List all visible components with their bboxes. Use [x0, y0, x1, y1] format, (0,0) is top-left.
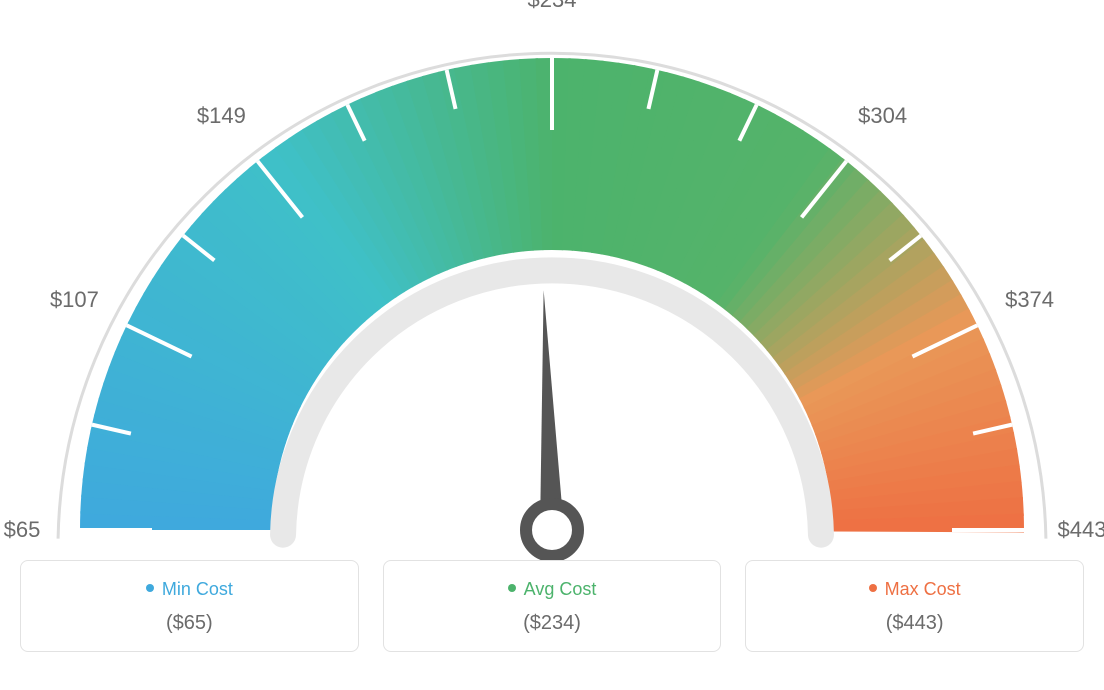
legend-card-avg: Avg Cost ($234) [383, 560, 722, 652]
legend-row: Min Cost ($65) Avg Cost ($234) Max Cost … [20, 560, 1084, 652]
legend-max-value: ($443) [746, 612, 1083, 635]
gauge-tick-label: $234 [528, 0, 577, 13]
legend-avg-label: Avg Cost [384, 579, 721, 600]
gauge-tick-label: $65 [4, 517, 41, 543]
gauge-tick-label: $374 [1005, 287, 1054, 313]
legend-min-value: ($65) [21, 612, 358, 635]
gauge-needle-hub [526, 504, 578, 556]
legend-avg-value: ($234) [384, 612, 721, 635]
legend-min-label: Min Cost [21, 579, 358, 600]
gauge-tick-label: $443 [1058, 517, 1104, 543]
gauge-tick-label: $304 [858, 103, 907, 129]
gauge-tick-label: $107 [50, 287, 99, 313]
legend-card-max: Max Cost ($443) [745, 560, 1084, 652]
legend-card-min: Min Cost ($65) [20, 560, 359, 652]
gauge-svg [20, 20, 1084, 560]
cost-gauge: $65$107$149$234$304$374$443 [20, 20, 1084, 560]
gauge-needle [540, 290, 564, 530]
legend-max-label: Max Cost [746, 579, 1083, 600]
gauge-tick-label: $149 [197, 103, 246, 129]
